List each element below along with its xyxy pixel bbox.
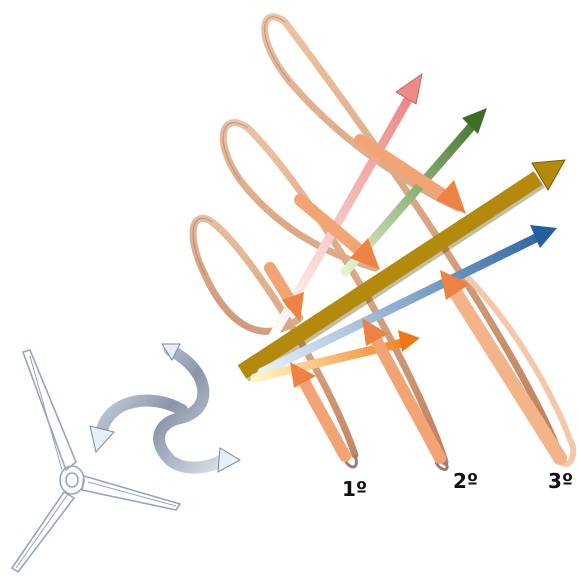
ring-label-2: 2º (453, 469, 479, 493)
blue-arrow (257, 225, 557, 377)
orange-arrow-ring2-up (362, 318, 446, 464)
orange-arrow-ring1-up (290, 362, 351, 462)
ring-label-3: 3º (548, 469, 574, 493)
ring-label-1: 1º (342, 477, 368, 501)
orange-arrows (264, 134, 567, 465)
orange-arrow-ring3-up (440, 270, 567, 465)
main-axis-arrow (237, 159, 566, 382)
helix-ring-edges (192, 16, 291, 276)
curved-rotation-arrows-icon (89, 343, 242, 474)
orange-arrow-ring3-down (354, 134, 466, 214)
orange-arrow-ring2-down (294, 194, 380, 270)
wind-turbine-icon (11, 349, 181, 573)
orange-arrow-ring1-down (264, 262, 304, 322)
